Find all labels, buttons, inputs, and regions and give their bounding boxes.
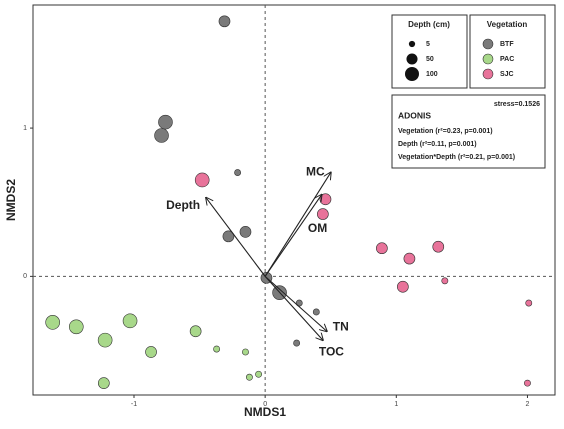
vector-label: OM bbox=[308, 221, 327, 235]
vector-arrow bbox=[206, 198, 266, 277]
point bbox=[97, 377, 110, 389]
adonis-box bbox=[391, 94, 546, 169]
point bbox=[317, 208, 329, 220]
color-legend-title: Vegetation bbox=[487, 20, 528, 29]
x-tick-label: 2 bbox=[526, 401, 530, 408]
point bbox=[45, 315, 60, 330]
size-legend-marker bbox=[405, 67, 419, 81]
point bbox=[145, 346, 157, 358]
legend-marker bbox=[482, 53, 494, 65]
color-legend-box bbox=[469, 14, 546, 89]
size-legend-label: 5 bbox=[426, 41, 430, 48]
point bbox=[312, 308, 320, 316]
adonis-line: Depth (r²=0.11, p=0.001) bbox=[398, 141, 477, 148]
point bbox=[293, 339, 301, 347]
x-tick-label: 0 bbox=[263, 401, 267, 408]
x-tick-label: -1 bbox=[131, 401, 137, 408]
vector-label: TOC bbox=[319, 344, 344, 358]
point bbox=[213, 345, 221, 353]
size-legend-label: 100 bbox=[426, 71, 438, 78]
y-tick-label: 0 bbox=[23, 273, 27, 280]
vector-label: Depth bbox=[166, 198, 200, 212]
vector-arrow bbox=[264, 275, 323, 340]
vector-arrow bbox=[264, 275, 327, 331]
point bbox=[218, 15, 231, 28]
vector-arrow bbox=[264, 195, 321, 277]
size-legend-marker bbox=[408, 40, 416, 48]
y-tick-label: 1 bbox=[23, 125, 27, 132]
point bbox=[239, 226, 252, 238]
y-axis-label: NMDS2 bbox=[4, 179, 18, 221]
adonis-line: Vegetation*Depth (r²=0.21, p=0.001) bbox=[398, 154, 515, 161]
point bbox=[432, 240, 445, 253]
size-legend-label: 50 bbox=[426, 56, 434, 63]
vector-arrow bbox=[264, 173, 331, 277]
point bbox=[222, 230, 235, 243]
vector-label: TN bbox=[333, 319, 349, 333]
legend-marker bbox=[482, 38, 494, 50]
point bbox=[234, 169, 242, 176]
legend-label: SJC bbox=[500, 71, 514, 78]
point bbox=[189, 325, 202, 338]
point bbox=[194, 172, 210, 188]
legend-marker bbox=[482, 68, 494, 80]
point bbox=[154, 128, 169, 143]
point bbox=[242, 348, 249, 356]
point bbox=[158, 114, 173, 130]
stress-label: stress=0.1526 bbox=[494, 101, 540, 108]
legend-label: PAC bbox=[500, 56, 514, 63]
point bbox=[397, 280, 409, 293]
x-axis-label: NMDS1 bbox=[244, 405, 286, 419]
point bbox=[97, 332, 113, 348]
size-legend-title: Depth (cm) bbox=[408, 20, 450, 29]
plot-frame bbox=[32, 4, 556, 396]
point bbox=[68, 319, 84, 335]
point bbox=[441, 277, 449, 285]
x-tick-label: 1 bbox=[394, 401, 398, 408]
adonis-title: ADONIS bbox=[398, 110, 431, 120]
point bbox=[255, 370, 263, 378]
size-legend-marker bbox=[406, 53, 418, 65]
point bbox=[376, 242, 388, 255]
adonis-line: Vegetation (r²=0.23, p=0.001) bbox=[398, 128, 493, 135]
point bbox=[245, 373, 253, 381]
vector-label: MC bbox=[306, 165, 325, 179]
point bbox=[525, 299, 533, 307]
point bbox=[403, 252, 416, 265]
legend-label: BTF bbox=[500, 41, 514, 48]
size-legend-box bbox=[391, 14, 468, 89]
point bbox=[122, 313, 138, 329]
point bbox=[524, 379, 531, 387]
